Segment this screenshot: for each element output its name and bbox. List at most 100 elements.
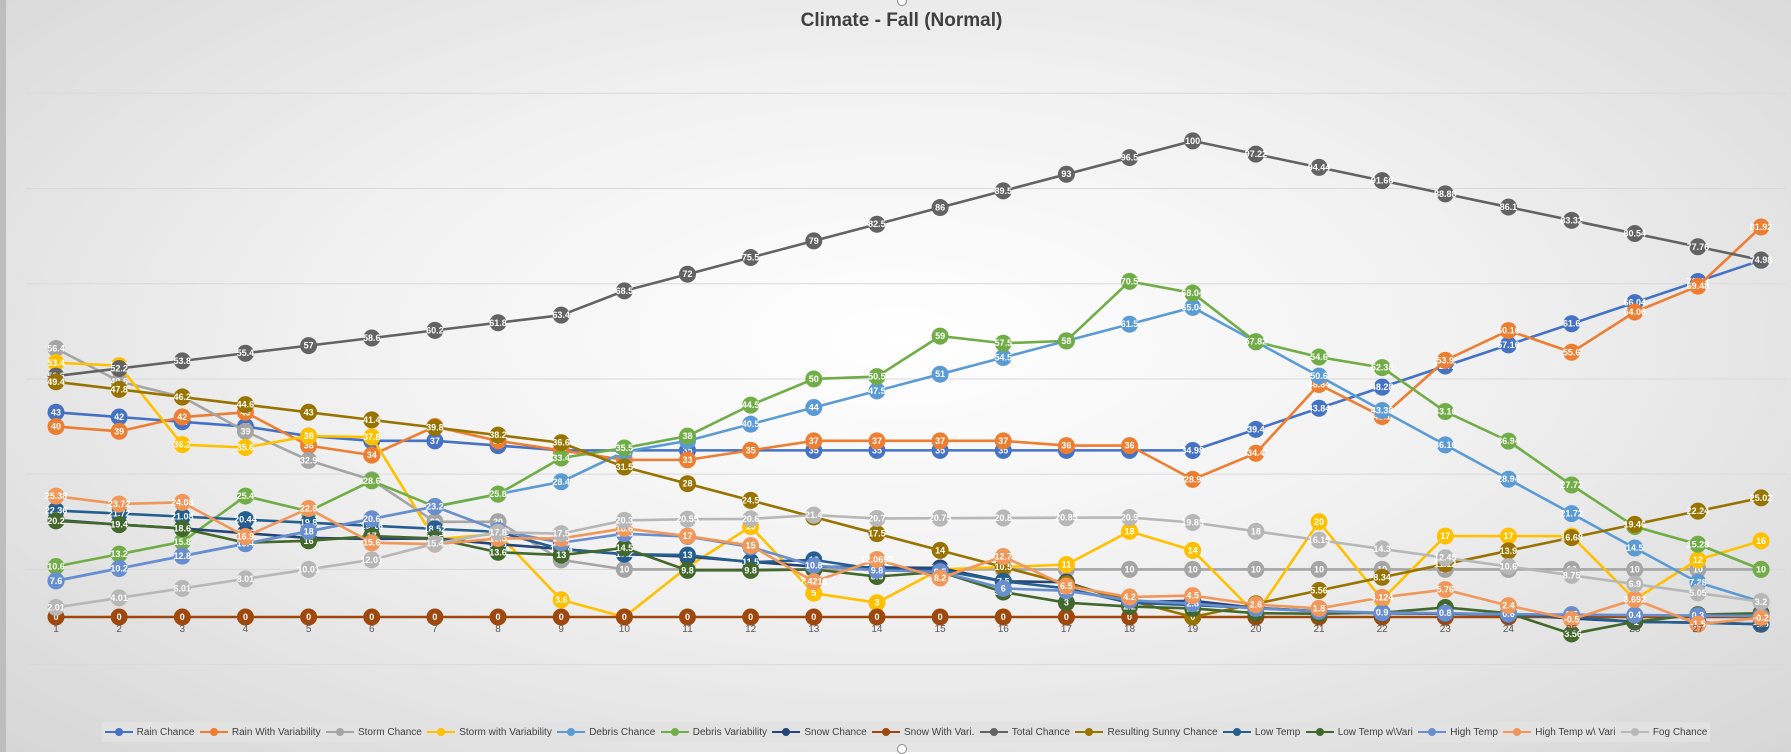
legend-swatch bbox=[557, 727, 586, 737]
series-total-chance: 50.6 52.2 53.8 55.4 57 58.6 60.2 61.8 63.4 68.5 72… bbox=[47, 132, 1772, 385]
data-point bbox=[742, 441, 760, 459]
data-point bbox=[742, 510, 760, 528]
data-label: 35 bbox=[998, 445, 1008, 455]
data-label: -3.56 bbox=[1561, 629, 1582, 639]
data-label: 35 bbox=[809, 445, 819, 455]
data-label: 22.24 bbox=[1687, 506, 1710, 516]
data-label: 44.5 bbox=[742, 400, 760, 410]
legend-item[interactable]: Snow With Vari. bbox=[872, 727, 974, 738]
legend-label: Rain Chance bbox=[136, 726, 195, 738]
legend-item[interactable]: Storm Chance bbox=[325, 727, 422, 738]
legend-item[interactable]: High Temp bbox=[1418, 727, 1498, 738]
data-point bbox=[1689, 277, 1707, 295]
data-point bbox=[615, 439, 633, 457]
data-label: 21.72 bbox=[1560, 509, 1583, 519]
data-point bbox=[110, 516, 128, 534]
series-line bbox=[55, 259, 1762, 452]
data-point bbox=[300, 451, 318, 469]
data-label: 21.4 bbox=[805, 510, 823, 520]
data-label: 91.66 bbox=[1371, 176, 1394, 186]
data-point bbox=[47, 354, 65, 372]
legend-item[interactable]: High Temp w\ Vari bbox=[1503, 727, 1615, 738]
data-label: 61.6 bbox=[1563, 319, 1581, 329]
data-label: 52.38 bbox=[1371, 363, 1394, 373]
legend-item[interactable]: Low Temp bbox=[1222, 727, 1300, 738]
data-point bbox=[1057, 556, 1075, 574]
data-point bbox=[868, 509, 886, 527]
legend-item[interactable]: Rain With Variability bbox=[199, 727, 321, 738]
data-point bbox=[1626, 590, 1644, 608]
resize-handle-bottom[interactable] bbox=[897, 744, 907, 754]
data-label: 36.16 bbox=[1434, 440, 1457, 450]
legend[interactable]: Rain Chance Rain With Variability Storm Ch… bbox=[102, 722, 1710, 742]
data-label: 37 bbox=[998, 436, 1008, 446]
x-tick-label: 27 bbox=[1692, 624, 1704, 635]
data-label: 39.8 bbox=[426, 423, 444, 433]
x-tick-label: 19 bbox=[1187, 624, 1199, 635]
data-label: 49.4 bbox=[47, 377, 65, 387]
legend-label: Snow Chance bbox=[804, 726, 867, 738]
data-label: 39 bbox=[240, 426, 250, 436]
data-point bbox=[994, 509, 1012, 527]
data-point bbox=[1626, 575, 1644, 593]
data-point bbox=[552, 591, 570, 609]
data-label: 0 bbox=[53, 612, 58, 622]
data-label: 83.32 bbox=[1560, 215, 1583, 225]
legend-item[interactable]: Storm with Variability bbox=[427, 727, 552, 738]
data-label: 37 bbox=[430, 436, 440, 446]
x-tick-label: 1 bbox=[53, 624, 59, 635]
data-label: 0 bbox=[559, 612, 564, 622]
data-label: 80.54 bbox=[1623, 229, 1646, 239]
data-point bbox=[426, 419, 444, 437]
legend-item[interactable]: Fog Chance bbox=[1620, 727, 1707, 738]
legend-item[interactable]: Snow Chance bbox=[772, 726, 867, 738]
data-point bbox=[1310, 582, 1328, 600]
data-label: 12.45 bbox=[1434, 553, 1457, 563]
data-label: 12 bbox=[1693, 555, 1703, 565]
data-point bbox=[1499, 558, 1517, 576]
data-point bbox=[1310, 348, 1328, 366]
legend-label: Low Temp w\Vari bbox=[1337, 726, 1413, 738]
data-label: 10.8 bbox=[805, 561, 823, 571]
resize-handle-top[interactable] bbox=[897, 0, 907, 6]
data-point bbox=[1626, 303, 1644, 321]
data-label: 47.5 bbox=[868, 386, 886, 396]
legend-item[interactable]: Rain Chance bbox=[104, 726, 195, 738]
data-label: 20.75 bbox=[929, 513, 952, 523]
legend-item[interactable]: Low Temp w\Vari bbox=[1305, 726, 1413, 738]
data-point bbox=[1436, 436, 1454, 454]
data-label: 17.8 bbox=[489, 527, 507, 537]
data-label: 22.36 bbox=[45, 506, 68, 516]
legend-item[interactable]: Total Chance bbox=[979, 727, 1070, 738]
data-point bbox=[552, 434, 570, 452]
data-point bbox=[552, 525, 570, 543]
data-label: 10 bbox=[1314, 564, 1324, 574]
data-point bbox=[236, 344, 254, 362]
data-label: 10 bbox=[1756, 564, 1766, 574]
data-point bbox=[805, 506, 823, 524]
legend-item[interactable]: Debris Variability bbox=[660, 727, 767, 738]
data-point bbox=[931, 432, 949, 450]
data-point bbox=[489, 426, 507, 444]
data-point bbox=[931, 569, 949, 587]
data-point bbox=[1563, 566, 1581, 584]
data-point bbox=[1563, 529, 1581, 547]
data-label: 0.4 bbox=[1628, 610, 1641, 620]
x-tick-label: 28 bbox=[1755, 624, 1767, 635]
data-point bbox=[1310, 513, 1328, 531]
data-point bbox=[805, 573, 823, 591]
gridlines bbox=[26, 92, 1786, 666]
data-label: 9.8 bbox=[871, 565, 884, 575]
data-point bbox=[552, 473, 570, 491]
data-label: 44.6 bbox=[237, 400, 255, 410]
data-label: 0 bbox=[938, 612, 943, 622]
data-label: 24.08 bbox=[171, 497, 194, 507]
data-point bbox=[1626, 515, 1644, 533]
data-label: 97.22 bbox=[1245, 149, 1268, 159]
legend-item[interactable]: Resulting Sunny Chance bbox=[1075, 727, 1218, 738]
legend-item[interactable]: Debris Chance bbox=[557, 727, 655, 738]
data-point bbox=[552, 546, 570, 564]
data-point bbox=[1184, 560, 1202, 578]
x-tick-label: 3 bbox=[180, 624, 186, 635]
